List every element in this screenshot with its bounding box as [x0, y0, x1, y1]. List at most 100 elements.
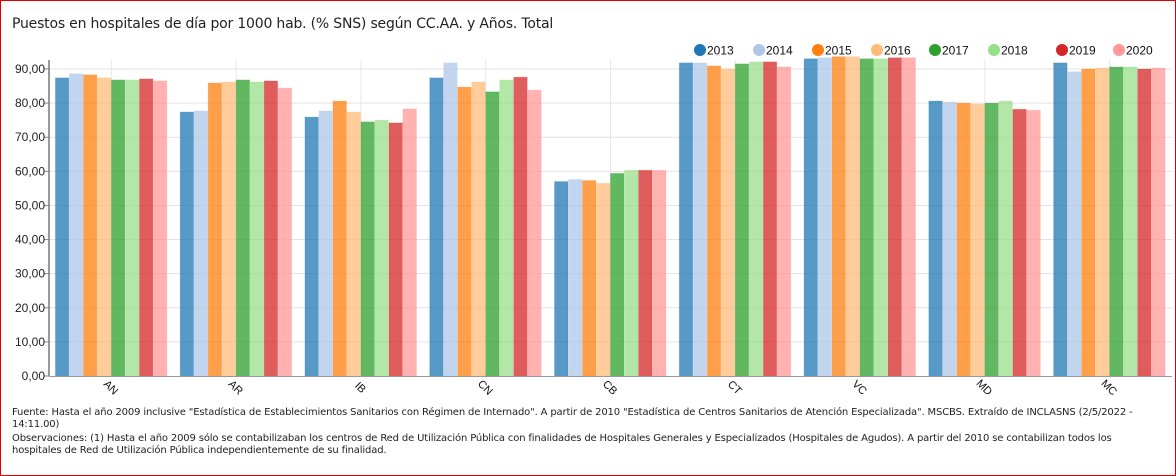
- x-tick-label: VC: [850, 378, 869, 397]
- bar-CT-2016: [720, 68, 736, 377]
- x-tick-label: CB: [600, 378, 619, 397]
- bar-VC-2013: [803, 58, 819, 377]
- bar-CN-2014: [443, 62, 458, 377]
- bar-AR-2020: [277, 87, 293, 377]
- legend-swatch-icon: [753, 44, 765, 56]
- legend-item-2015[interactable]: 2015: [812, 44, 852, 58]
- bar-CB-2020: [652, 169, 667, 377]
- bar-CT-2020: [776, 66, 792, 377]
- bar-MC-2015: [1081, 68, 1096, 377]
- bar-MD-2017: [984, 102, 999, 377]
- legend-item-2017[interactable]: 2017: [929, 44, 969, 58]
- y-axis-ticks: 0,00 10,00 20,00 30,00 40,00 50,00 60,00 70,00 8…: [15, 62, 49, 383]
- bar-IB-2017: [360, 121, 375, 377]
- legend-swatch-icon: [1113, 44, 1125, 56]
- legend-item-2016[interactable]: 2016: [871, 44, 911, 58]
- bar-MC-2020: [1151, 67, 1166, 377]
- bar-MC-2016: [1095, 67, 1110, 377]
- x-tick-label: AR: [226, 378, 245, 397]
- bar-CB-2016: [596, 182, 611, 377]
- bar-CB-2014: [568, 179, 583, 377]
- bar-CT-2014: [692, 62, 708, 377]
- legend-label: 2018: [1001, 44, 1028, 58]
- bar-AN-2015: [82, 74, 98, 377]
- bar-AN-2014: [68, 73, 84, 377]
- legend-swatch-icon: [1056, 44, 1068, 56]
- bar-MC-2014: [1067, 71, 1082, 377]
- bar-IB-2019: [388, 122, 403, 377]
- bar-IB-2015: [332, 100, 347, 377]
- bar-MD-2015: [956, 102, 971, 377]
- bar-MD-2020: [1026, 109, 1041, 377]
- bar-CT-2017: [734, 63, 750, 377]
- bar-CB-2015: [582, 180, 597, 377]
- bar-MC-2018: [1123, 66, 1138, 377]
- bar-CN-2017: [485, 91, 500, 377]
- y-tick-label: 20,00: [15, 301, 45, 315]
- bar-chart: 0,00 10,00 20,00 30,00 40,00 50,00 60,00 70,00 8…: [15, 44, 1172, 399]
- legend: 2013 2014 2015 2016 2017 2018 2019 2020: [694, 44, 1153, 58]
- bar-MC-2013: [1053, 62, 1068, 377]
- chart-title: Puestos en hospitales de día por 1000 ha…: [12, 16, 554, 32]
- y-tick-label: 40,00: [15, 233, 45, 247]
- bar-VC-2016: [845, 56, 861, 377]
- legend-swatch-icon: [929, 44, 941, 56]
- legend-item-2018[interactable]: 2018: [988, 44, 1028, 58]
- bar-IB-2013: [304, 116, 319, 377]
- chart-footer: Fuente: Hasta el año 2009 inclusive "Est…: [12, 407, 1162, 459]
- bar-MC-2017: [1109, 66, 1124, 377]
- bar-CN-2018: [499, 79, 514, 377]
- bar-VC-2014: [817, 57, 833, 377]
- bar-IB-2018: [374, 119, 389, 377]
- legend-swatch-icon: [812, 44, 824, 56]
- legend-item-2014[interactable]: 2014: [753, 44, 793, 58]
- bar-MD-2018: [998, 100, 1013, 377]
- y-tick-label: 70,00: [15, 130, 45, 144]
- x-tick-label: CT: [725, 378, 744, 397]
- bar-CN-2019: [513, 76, 528, 377]
- bar-VC-2015: [831, 56, 847, 377]
- bar-IB-2016: [346, 111, 361, 377]
- bar-CN-2015: [457, 86, 472, 377]
- bar-CB-2018: [624, 169, 639, 377]
- legend-swatch-icon: [871, 44, 883, 56]
- bar-CB-2013: [554, 181, 569, 377]
- bar-MC-2019: [1137, 68, 1152, 377]
- legend-item-2013[interactable]: 2013: [694, 44, 734, 58]
- source-note: Fuente: Hasta el año 2009 inclusive "Est…: [12, 407, 1133, 430]
- bar-CN-2020: [527, 89, 542, 377]
- bar-MD-2014: [942, 101, 957, 377]
- x-tick-label: AN: [101, 378, 120, 397]
- legend-item-2019[interactable]: 2019: [1056, 44, 1096, 58]
- legend-label: 2016: [884, 44, 911, 58]
- bar-VC-2018: [873, 58, 889, 377]
- legend-item-2020[interactable]: 2020: [1113, 44, 1153, 58]
- y-tick-label: 30,00: [15, 267, 45, 281]
- bar-AN-2016: [96, 77, 112, 377]
- bar-AR-2018: [249, 81, 265, 377]
- bar-AN-2013: [54, 77, 70, 377]
- bar-CN-2016: [471, 81, 486, 377]
- bar-AR-2013: [179, 111, 195, 377]
- legend-label: 2015: [825, 44, 852, 58]
- x-axis-labels: AN AR IB CN CB CT VC MD MC: [101, 378, 1119, 399]
- bar-AR-2014: [193, 110, 209, 377]
- legend-label: 2017: [942, 44, 969, 58]
- bar-VC-2020: [901, 57, 917, 377]
- bar-AR-2016: [221, 81, 237, 377]
- y-tick-label: 80,00: [15, 96, 45, 110]
- bar-CN-2013: [429, 77, 444, 377]
- bar-VC-2019: [887, 57, 903, 377]
- y-tick-label: 0,00: [22, 369, 46, 383]
- x-tick-label: IB: [352, 380, 368, 396]
- observations-note: Observaciones: (1) Hasta el año 2009 sól…: [12, 433, 1112, 456]
- bar-VC-2017: [859, 58, 875, 377]
- bar-CT-2018: [748, 61, 764, 377]
- bar-IB-2014: [318, 110, 333, 377]
- bar-CT-2015: [706, 65, 722, 377]
- x-tick-label: CN: [475, 378, 495, 398]
- bar-CB-2017: [610, 172, 625, 377]
- legend-swatch-icon: [988, 44, 1000, 56]
- bar-MD-2016: [970, 103, 985, 377]
- bar-CT-2019: [762, 61, 778, 377]
